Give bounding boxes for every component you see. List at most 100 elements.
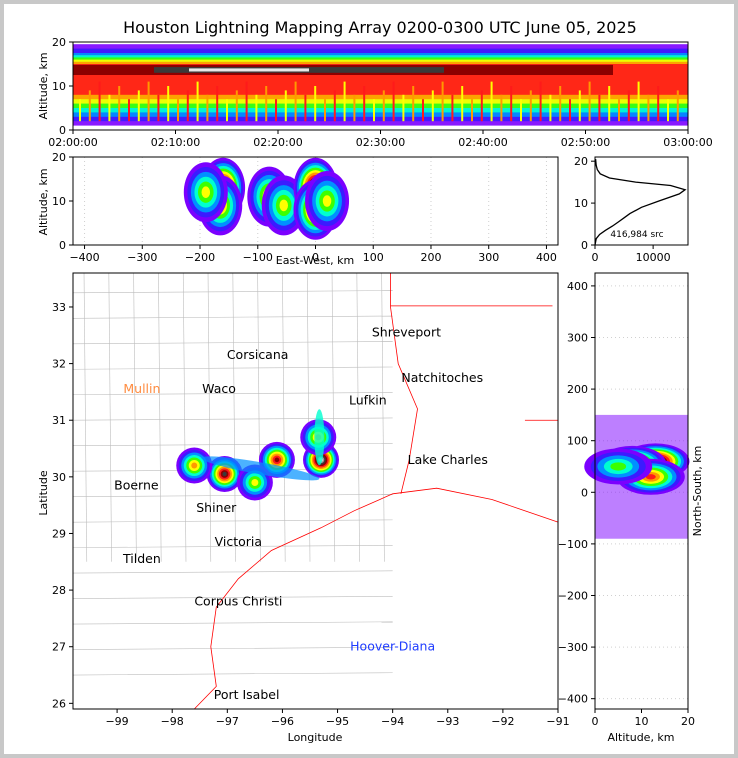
county-line [72, 646, 393, 650]
north-south-xtick-label: 20 [681, 715, 695, 728]
north-south-ytick-label: −400 [558, 693, 588, 706]
plan-view-ytick-label: 27 [52, 641, 66, 654]
plan-view-density [176, 409, 340, 501]
time-height-streak [461, 86, 464, 122]
place-label: Corsicana [227, 347, 289, 362]
time-height-streak [608, 86, 611, 122]
north-south-xlabel: Altitude, km [607, 731, 674, 744]
histogram-ytick-label: 0 [581, 239, 588, 252]
time-height-streak [157, 94, 160, 122]
time-height-streak [147, 81, 150, 122]
county-line [72, 341, 393, 345]
time-height-streak [588, 81, 591, 122]
place-label: Tilden [122, 551, 161, 566]
time-height-streak [314, 86, 317, 122]
time-height-streak [294, 81, 297, 122]
place-label: Hoover-Diana [350, 639, 435, 654]
time-height-streak [441, 81, 444, 122]
east-west-xtick-label: 100 [363, 251, 384, 264]
place-label: Victoria [215, 534, 262, 549]
north-south-ytick-label: 300 [567, 331, 588, 344]
north-south-cell [610, 462, 627, 471]
altitude-histogram-frame [594, 156, 689, 246]
plan-view-cell [251, 479, 259, 486]
time-height-panel: 0 10 20 02:00:00 02:10:00 02:20:00 02:30:00 02:… [37, 36, 713, 149]
north-south-ticks: 0 10 20 −400 −300 −200 −100 0 100 200 300 400 [558, 280, 695, 728]
plan-view-xtick-label: −93 [436, 715, 459, 728]
time-height-streak [676, 90, 679, 122]
county-line [108, 272, 112, 562]
time-height-streak [480, 90, 483, 122]
place-label: Waco [202, 381, 236, 396]
county-line [356, 272, 360, 562]
time-height-streak [667, 99, 669, 122]
place-label: Mullin [123, 381, 160, 396]
place-label: Natchitoches [401, 370, 483, 385]
time-height-streak [647, 94, 650, 122]
time-height-streak [88, 90, 91, 122]
time-height-streak [598, 94, 601, 122]
time-height-streak [177, 99, 179, 122]
time-height-streak [196, 81, 199, 122]
plan-view-cell [274, 457, 280, 463]
plan-view-cell [191, 462, 198, 469]
plan-view-ytick-label: 32 [52, 358, 66, 371]
time-height-streak [186, 90, 189, 122]
place-label: Shiner [196, 500, 237, 515]
state-borders [194, 273, 559, 710]
time-height-streak [510, 86, 513, 122]
plan-view-xtick-label: −96 [271, 715, 294, 728]
east-west-xtick-label: −200 [185, 251, 215, 264]
time-height-streak [520, 99, 522, 122]
county-line [133, 272, 137, 562]
north-south-density [584, 414, 690, 539]
time-height-streak [471, 99, 473, 122]
county-line [83, 272, 88, 562]
county-line [232, 272, 236, 562]
county-line [72, 672, 393, 676]
time-height-density [73, 44, 688, 126]
east-west-cell [322, 195, 332, 207]
time-height-streak [284, 90, 287, 122]
east-west-density [183, 157, 350, 240]
north-south-ylabel: North-South, km [691, 446, 704, 537]
time-height-streak [657, 86, 660, 122]
place-label: Lufkin [349, 392, 387, 407]
time-height-streak [451, 94, 454, 122]
time-height-ylabel: Altitude, km [37, 52, 50, 119]
time-height-streak [216, 86, 219, 122]
time-height-streak [245, 81, 248, 122]
time-height-ytick-label: 20 [52, 36, 66, 49]
county-line [182, 272, 187, 562]
altitude-histogram-line [594, 159, 687, 246]
time-height-streak [529, 90, 532, 122]
plan-view-ylabel: Latitude [37, 470, 50, 516]
time-height-ytick-label: 0 [59, 124, 66, 137]
east-west-ytick-label: 20 [52, 151, 66, 164]
time-height-streak [431, 90, 434, 122]
time-height-streak [118, 86, 121, 122]
east-west-xtick-label: 400 [536, 251, 557, 264]
north-south-panel: 0 10 20 −400 −300 −200 −100 0 100 200 300 400 Altit… [558, 272, 704, 744]
time-height-streak [343, 81, 346, 122]
county-line [72, 443, 393, 447]
plan-view-ticks: −99 −98 −97 −96 −95 −94 −93 −92 −91 26 27 28 29 30 31 3… [52, 301, 570, 728]
time-height-streak [108, 94, 111, 122]
east-west-panel: −400 −300 −200 −100 0 100 200 300 400 0 10 20 East-… [37, 151, 559, 267]
east-west-ticks: −400 −300 −200 −100 0 100 200 300 400 0 10 20 [52, 151, 557, 264]
time-height-streak [265, 86, 268, 122]
east-west-xtick-label: 200 [420, 251, 441, 264]
county-line [331, 272, 336, 562]
east-west-cell [201, 186, 211, 199]
plan-view-ytick-label: 33 [52, 301, 66, 314]
altitude-histogram-panel: 0 10000 0 10 20 416,984 src [574, 155, 689, 264]
time-height-streak [500, 94, 503, 122]
north-south-ytick-label: −300 [558, 641, 588, 654]
county-line [72, 596, 393, 599]
time-height-streak [578, 90, 581, 122]
time-height-streak [627, 90, 630, 122]
time-height-streak [412, 86, 415, 122]
time-height-streak [206, 94, 209, 122]
county-line [306, 272, 311, 562]
county-line [158, 272, 162, 562]
